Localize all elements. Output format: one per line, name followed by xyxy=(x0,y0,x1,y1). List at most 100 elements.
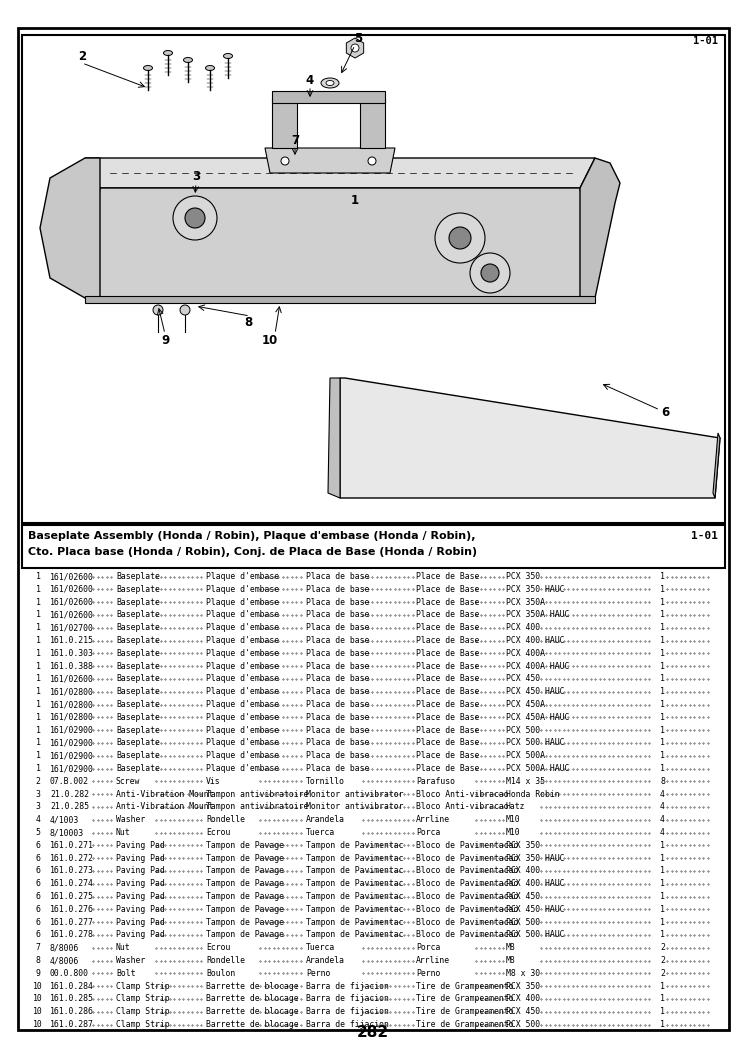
Text: 161.0.388: 161.0.388 xyxy=(50,661,94,671)
Text: Ecrou: Ecrou xyxy=(206,943,230,952)
Text: Baseplate: Baseplate xyxy=(116,598,160,606)
Ellipse shape xyxy=(164,51,173,55)
Text: Placa de base: Placa de base xyxy=(306,649,369,658)
Text: 1: 1 xyxy=(660,598,665,606)
Text: 1: 1 xyxy=(660,917,665,927)
Text: Hatz: Hatz xyxy=(506,802,525,811)
Text: Baseplate: Baseplate xyxy=(116,636,160,645)
Text: 6: 6 xyxy=(661,406,669,420)
Text: Tampon de Pavage: Tampon de Pavage xyxy=(206,930,284,940)
Circle shape xyxy=(351,44,359,52)
Text: 161.0.274: 161.0.274 xyxy=(50,879,94,889)
Polygon shape xyxy=(40,158,100,298)
Text: Anti-Vibration Mount: Anti-Vibration Mount xyxy=(116,802,214,811)
Text: 1: 1 xyxy=(36,738,40,747)
Circle shape xyxy=(180,305,190,315)
Text: Baseplate: Baseplate xyxy=(116,764,160,773)
Text: 4: 4 xyxy=(660,816,665,824)
Ellipse shape xyxy=(326,80,334,86)
Text: 1: 1 xyxy=(36,661,40,671)
Text: Arrline: Arrline xyxy=(416,816,450,824)
Text: Paving Pad: Paving Pad xyxy=(116,841,165,850)
Text: 161.0.271: 161.0.271 xyxy=(50,841,94,850)
Text: PCX 500 HAUC: PCX 500 HAUC xyxy=(506,738,565,747)
Text: 161.0.303: 161.0.303 xyxy=(50,649,94,658)
Text: Placa de base: Placa de base xyxy=(306,726,369,734)
Text: PCX 500: PCX 500 xyxy=(506,917,540,927)
Text: 6: 6 xyxy=(36,930,40,940)
Text: 1: 1 xyxy=(36,726,40,734)
Text: Bloco de Pavimentacao: Bloco de Pavimentacao xyxy=(416,867,518,875)
Text: 21.0.282: 21.0.282 xyxy=(50,789,89,799)
Text: Place de Base: Place de Base xyxy=(416,764,480,773)
Text: 10: 10 xyxy=(33,982,43,990)
Text: 4/1003: 4/1003 xyxy=(50,816,79,824)
Text: Placa de base: Placa de base xyxy=(306,764,369,773)
Text: Plaque d'embase: Plaque d'embase xyxy=(206,751,279,761)
Text: 4: 4 xyxy=(660,802,665,811)
Text: 3: 3 xyxy=(192,169,200,182)
Text: 2: 2 xyxy=(36,777,40,786)
Text: Place de Base: Place de Base xyxy=(416,636,480,645)
Text: Rondelle: Rondelle xyxy=(206,816,245,824)
Text: Tampon de Pavage: Tampon de Pavage xyxy=(206,917,284,927)
Ellipse shape xyxy=(321,78,339,88)
Text: Clamp Strip: Clamp Strip xyxy=(116,1020,170,1029)
Circle shape xyxy=(153,305,163,315)
Text: 161/02600: 161/02600 xyxy=(50,585,94,594)
Text: PCX 500A: PCX 500A xyxy=(506,751,545,761)
Text: 4: 4 xyxy=(660,789,665,799)
Circle shape xyxy=(449,227,471,249)
Text: Placa de base: Placa de base xyxy=(306,610,369,619)
Text: Nut: Nut xyxy=(116,943,131,952)
Text: Screw: Screw xyxy=(116,777,140,786)
Text: Barrette de blocage: Barrette de blocage xyxy=(206,995,299,1003)
Bar xyxy=(22,35,725,523)
Text: 6: 6 xyxy=(36,879,40,889)
Text: Paving Pad: Paving Pad xyxy=(116,879,165,889)
Text: 1: 1 xyxy=(660,905,665,914)
Polygon shape xyxy=(347,38,364,58)
Text: PCX 400: PCX 400 xyxy=(506,995,540,1003)
Text: Tampon de Pavimentac: Tampon de Pavimentac xyxy=(306,867,403,875)
Text: Barrette de blocage: Barrette de blocage xyxy=(206,1020,299,1029)
Text: Plaque d'embase: Plaque d'embase xyxy=(206,688,279,696)
Ellipse shape xyxy=(143,66,152,71)
Text: Monitor antivibrator: Monitor antivibrator xyxy=(306,789,403,799)
Text: Plaque d'embase: Plaque d'embase xyxy=(206,674,279,683)
Text: 5: 5 xyxy=(354,32,362,44)
Text: 1: 1 xyxy=(660,764,665,773)
Text: Plaque d'embase: Plaque d'embase xyxy=(206,726,279,734)
Text: 161/02600: 161/02600 xyxy=(50,610,94,619)
Text: M10: M10 xyxy=(506,816,521,824)
Text: Placa de base: Placa de base xyxy=(306,738,369,747)
Text: 4: 4 xyxy=(36,816,40,824)
Text: Plaque d'embase: Plaque d'embase xyxy=(206,636,279,645)
Text: Cto. Placa base (Honda / Robin), Conj. de Placa de Base (Honda / Robin): Cto. Placa base (Honda / Robin), Conj. d… xyxy=(28,547,477,557)
Polygon shape xyxy=(328,378,340,498)
Text: 161/02800: 161/02800 xyxy=(50,713,94,722)
Text: 2: 2 xyxy=(660,943,665,952)
Text: Tampon de Pavage: Tampon de Pavage xyxy=(206,905,284,914)
Text: Paving Pad: Paving Pad xyxy=(116,905,165,914)
Text: Baseplate: Baseplate xyxy=(116,751,160,761)
Text: Placa de base: Placa de base xyxy=(306,585,369,594)
Text: Place de Base: Place de Base xyxy=(416,700,480,709)
Text: PCX 500: PCX 500 xyxy=(506,1020,540,1029)
Text: Plaque d'embase: Plaque d'embase xyxy=(206,700,279,709)
Text: Baseplate: Baseplate xyxy=(116,585,160,594)
Text: Placa de base: Placa de base xyxy=(306,713,369,722)
Text: 1: 1 xyxy=(660,867,665,875)
Text: Baseplate Assembly (Honda / Robin), Plaque d'embase (Honda / Robin),: Baseplate Assembly (Honda / Robin), Plaq… xyxy=(28,531,476,541)
Text: 8/10003: 8/10003 xyxy=(50,828,84,837)
Text: PCX 350: PCX 350 xyxy=(506,982,540,990)
Polygon shape xyxy=(580,158,620,298)
Text: Plaque d'embase: Plaque d'embase xyxy=(206,661,279,671)
Polygon shape xyxy=(85,296,595,303)
Text: Barra de fijacion: Barra de fijacion xyxy=(306,995,389,1003)
Text: 21.0.285: 21.0.285 xyxy=(50,802,89,811)
Text: 161.0.215: 161.0.215 xyxy=(50,636,94,645)
Text: Boulon: Boulon xyxy=(206,969,235,978)
Text: 1: 1 xyxy=(36,636,40,645)
Bar xyxy=(22,525,725,568)
